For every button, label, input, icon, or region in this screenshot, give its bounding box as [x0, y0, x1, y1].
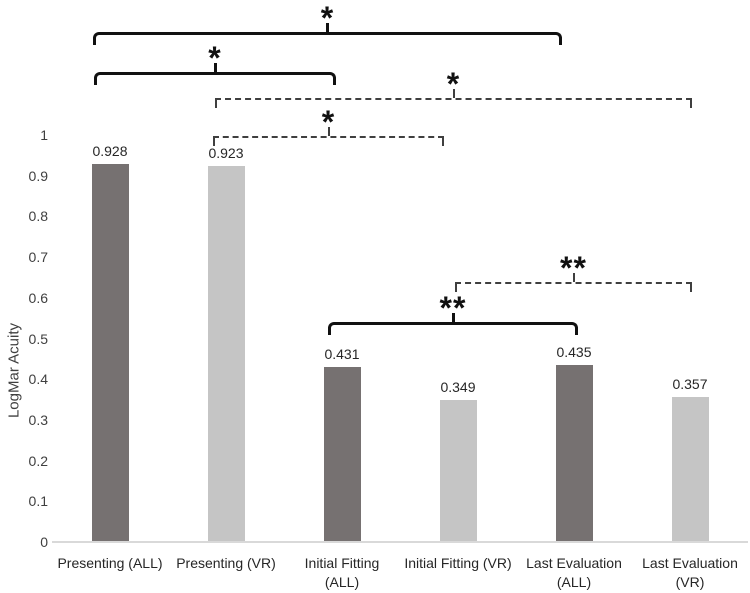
bar-initial-fitting-vr: [439, 399, 477, 542]
bar-value-label-last-evaluation-all: 0.435: [556, 343, 592, 360]
y-tick-label-0-7: 0.7: [28, 249, 48, 266]
y-tick-label-0: 0: [40, 534, 48, 550]
bracket-span: [215, 98, 692, 108]
bar-value-label-last-evaluation-vr: 0.357: [672, 375, 708, 392]
bracket-span: [93, 32, 562, 45]
bracket-center-tick: [572, 273, 575, 282]
bar-initial-fitting-all: [323, 366, 361, 542]
y-tick-label-0-1: 0.1: [28, 493, 48, 510]
y-tick-label-1: 1: [40, 127, 48, 143]
bracket-span: [328, 322, 578, 335]
bar-presenting-all: [91, 164, 129, 542]
x-category-label-last-evaluation-vr: Last Evaluation (VR): [642, 555, 738, 590]
x-category-label-last-evaluation-all: Last Evaluation (ALL): [526, 555, 622, 590]
x-category-label-presenting-vr: Presenting (VR): [176, 555, 276, 571]
bar-value-label-initial-fitting-all: 0.431: [324, 345, 360, 362]
bar-value-label-initial-fitting-vr: 0.349: [440, 378, 476, 395]
bracket-center-tick: [327, 127, 330, 136]
bracket-center-tick: [452, 89, 455, 98]
bar-last-evaluation-vr: [671, 396, 709, 542]
y-tick-label-0-6: 0.6: [28, 289, 48, 306]
bar-last-evaluation-all: [555, 364, 593, 542]
bar-value-label-presenting-all: 0.928: [92, 143, 128, 160]
y-tick-label-0-2: 0.2: [28, 452, 48, 469]
bracket-center-tick: [213, 63, 217, 72]
bracket-span: [94, 72, 336, 85]
y-tick-label-0-4: 0.4: [28, 371, 48, 388]
significance-marker: *: [208, 40, 222, 76]
bracket-center-tick: [326, 23, 329, 32]
bar-presenting-vr: [207, 166, 245, 542]
x-axis-line: [52, 541, 748, 543]
y-tick-label-0-5: 0.5: [28, 330, 48, 347]
x-category-label-initial-fitting-vr: Initial Fitting (VR): [404, 555, 512, 571]
bracket-span: [213, 136, 444, 146]
y-tick-label-0-8: 0.8: [28, 208, 48, 225]
y-tick-label-0-3: 0.3: [28, 411, 48, 428]
x-category-label-initial-fitting-all: Initial Fitting (ALL): [304, 555, 380, 590]
bar-value-label-presenting-vr: 0.923: [208, 145, 244, 162]
significance-marker: *: [320, 0, 335, 36]
significance-marker: *: [446, 66, 461, 102]
significance-marker: **: [560, 250, 587, 286]
significance-marker: **: [439, 290, 467, 326]
bracket-center-tick: [451, 313, 455, 322]
significance-marker: *: [321, 104, 336, 140]
y-tick-label-0-9: 0.9: [28, 167, 48, 184]
x-category-label-presenting-all: Presenting (ALL): [57, 555, 163, 571]
bracket-span: [455, 282, 692, 292]
